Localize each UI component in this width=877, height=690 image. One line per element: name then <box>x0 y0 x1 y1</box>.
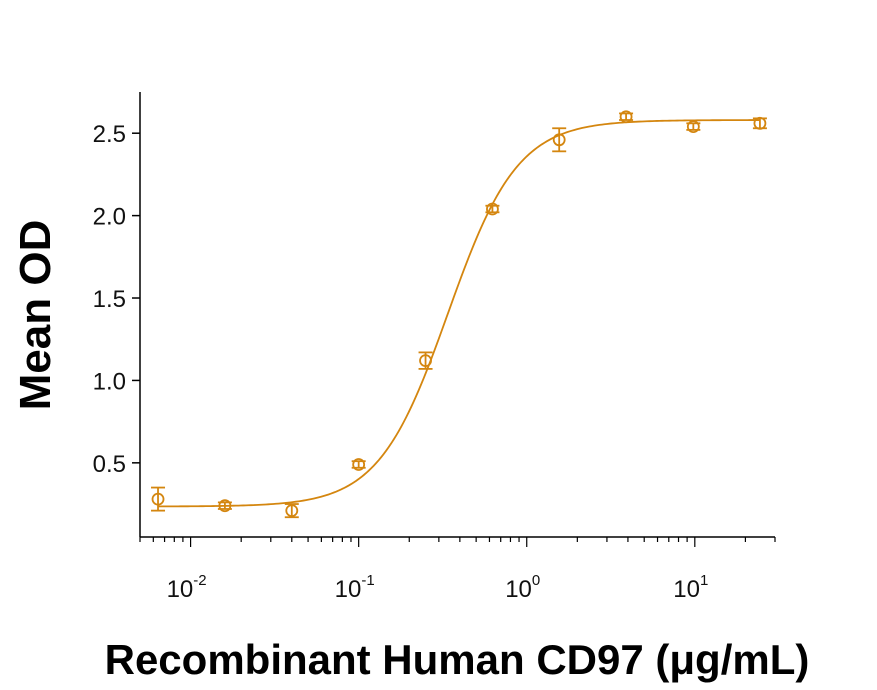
data-point <box>151 492 165 506</box>
data-point <box>419 354 432 368</box>
axes <box>139 92 775 538</box>
data-point <box>486 202 499 216</box>
data-point <box>686 120 700 134</box>
x-tick-exponent: -2 <box>193 572 206 589</box>
data-point <box>285 504 299 518</box>
y-tick-label: 0.5 <box>93 451 126 478</box>
y-tick-label: 2.5 <box>93 121 126 148</box>
data-points <box>151 110 767 519</box>
x-tick-label: 10-2 <box>167 572 207 603</box>
x-tick-base: 10 <box>505 576 532 603</box>
data-point <box>619 110 633 124</box>
x-tick-base: 10 <box>673 576 700 603</box>
x-tick-label: 10-1 <box>335 572 375 603</box>
fit-curve-group <box>158 119 760 508</box>
tick-labels: 0.51.01.52.02.510-2 10-1 100 101 <box>93 121 709 603</box>
x-tick-exponent: -1 <box>361 572 374 589</box>
x-tick-label: 101 <box>673 572 708 603</box>
data-point <box>352 458 366 471</box>
data-point <box>552 133 566 147</box>
x-axis-title: Recombinant Human CD97 (μg/mL) <box>105 636 810 683</box>
fit-curve <box>158 119 760 508</box>
x-tick-base: 10 <box>335 576 362 603</box>
y-tick-label: 1.0 <box>93 368 126 395</box>
y-tick-label: 1.5 <box>93 286 126 313</box>
x-tick-exponent: 0 <box>532 572 540 589</box>
data-point <box>753 116 767 130</box>
y-tick-label: 2.0 <box>93 204 126 231</box>
y-axis-title: Mean OD <box>11 220 60 411</box>
tick-marks <box>132 132 776 547</box>
data-point <box>218 499 232 513</box>
x-tick-exponent: 1 <box>700 572 708 589</box>
x-tick-base: 10 <box>167 576 194 603</box>
x-tick-label: 100 <box>505 572 540 603</box>
